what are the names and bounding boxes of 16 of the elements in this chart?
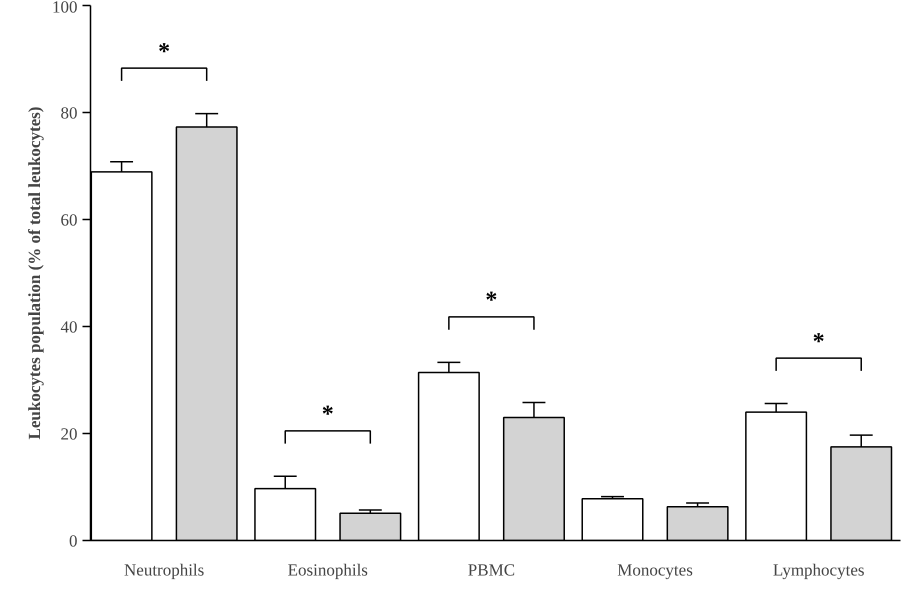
x-tick-label: Neutrophils [124, 560, 204, 580]
y-tick-label: 0 [69, 532, 78, 550]
y-tick-label: 40 [60, 318, 78, 336]
y-tick-label: 20 [60, 424, 78, 444]
y-tick-label: 80 [60, 104, 78, 122]
annotation: * [158, 38, 170, 65]
x-tick-label: Lymphocytes [772, 560, 864, 580]
annotation: * [485, 288, 498, 314]
y-tick-label: 60 [60, 210, 78, 230]
annotation: * [812, 328, 825, 355]
y-tick-label: 100 [52, 0, 78, 16]
x-tick-label: PBMC [468, 560, 516, 580]
y-axis-title: Leukocytes population (% of total leukocytes) [25, 106, 44, 440]
annotation: * [322, 402, 334, 428]
x-tick-label: Monocytes [617, 560, 693, 580]
x-tick-label: Eosinophils [288, 560, 368, 580]
